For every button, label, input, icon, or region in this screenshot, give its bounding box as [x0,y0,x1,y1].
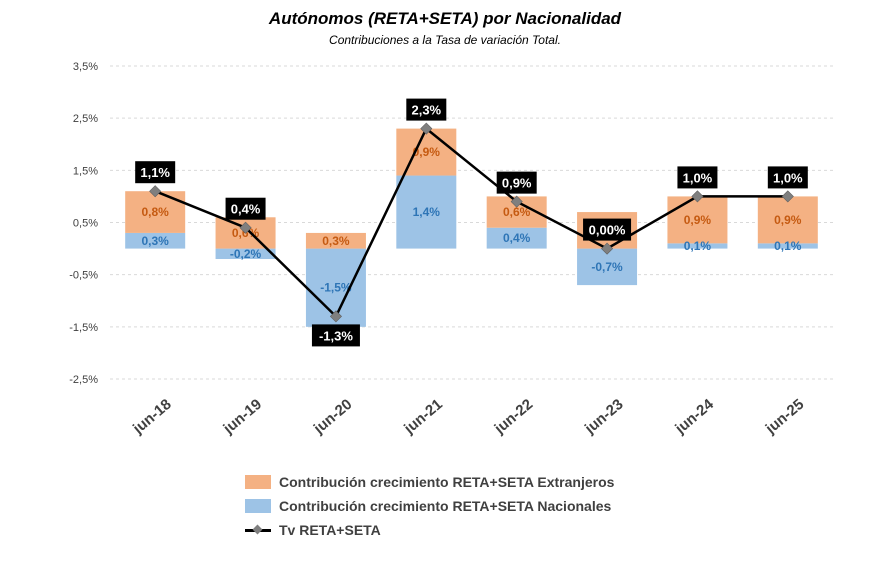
legend-swatch-extranjeros [245,475,271,489]
chart-subtitle: Contribuciones a la Tasa de variación To… [329,33,561,47]
label-total-box [135,161,176,184]
x-tick-label: jun-19 [220,396,266,438]
label-nacionales: 0,1% [774,239,802,253]
bar-nacionales [396,175,457,249]
y-tick-label: -0,5% [69,270,98,282]
label-total: 0,00% [589,223,626,238]
legend-item-nacionales: Contribución crecimiento RETA+SETA Nacio… [245,494,614,518]
line-total [154,126,788,319]
bar-extranjeros [757,196,818,244]
x-tick-label: jun-18 [129,396,175,438]
legend-label-total: Tv RETA+SETA [279,522,381,538]
legend-item-total: Tv RETA+SETA [245,518,614,542]
marker-total [510,195,523,208]
label-total-box [496,171,537,194]
label-total: 1,0% [773,170,803,185]
legend-swatch-nacionales [245,499,271,513]
marker-total [601,242,614,255]
x-tick-label: jun-24 [671,395,717,437]
y-tick-label: 0,5% [73,218,98,230]
label-total: 0,9% [502,176,532,191]
y-tick-label: -2,5% [69,374,98,386]
label-extranjeros: 0,9% [413,145,441,159]
label-extranjeros: 0,3% [322,234,350,248]
label-extranjeros: 0,9% [774,213,802,227]
legend-item-extranjeros: Contribución crecimiento RETA+SETA Extra… [245,470,614,494]
label-total-box [767,166,808,189]
bar-nacionales [577,248,638,286]
label-total-box [677,166,718,189]
chart-plot: 3,5% 2,5% 1,5% 0,5% -0,5% -1,5% -2,5% 0,3% 0,8% j… [69,61,833,438]
bar-nacionales [215,248,276,260]
legend-label-nacionales: Contribución crecimiento RETA+SETA Nacio… [279,498,612,514]
label-extranjeros: 0,6% [503,205,531,219]
legend-label-extranjeros: Contribución crecimiento RETA+SETA Extra… [279,474,615,490]
label-nacionales: 0,3% [142,234,170,248]
label-nacionales: -1,5% [320,281,352,295]
bar-nacionales [125,232,186,249]
label-nacionales: -0,7% [591,260,623,274]
label-total: 2,3% [411,103,441,118]
y-tick-label: 3,5% [73,61,98,73]
chart-title: Autónomos (RETA+SETA) por Nacionalidad [268,9,622,28]
x-tick-label: jun-21 [400,396,446,438]
y-tick-label: 1,5% [73,165,98,177]
x-tick-label: jun-22 [491,396,537,438]
label-total-box [406,98,447,121]
label-total: 0,4% [231,202,261,217]
x-tick-label: jun-23 [581,396,627,438]
legend-swatch-total [245,523,271,537]
marker-total [420,122,433,135]
bar-nacionales [486,227,547,249]
label-nacionales: 1,4% [413,205,441,219]
bar-nacionales [667,243,728,249]
marker-total [691,190,704,203]
marker-total [149,185,162,198]
bar-nacionales [757,243,818,249]
bar-extranjeros [667,196,728,244]
label-total: 1,0% [683,170,713,185]
label-extranjeros: 0,8% [142,205,170,219]
y-tick-label: 2,5% [73,113,98,125]
y-tick-label: -1,5% [69,322,98,334]
chart-legend: Contribución crecimiento RETA+SETA Extra… [245,470,614,542]
label-total: 1,1% [140,165,170,180]
label-nacionales: 0,4% [503,231,531,245]
label-total: -1,3% [319,328,353,343]
marker-total [239,221,252,234]
x-tick-label: jun-25 [762,396,808,438]
label-total-box [311,324,360,347]
label-total-box [225,197,266,220]
marker-total [781,190,794,203]
label-total-box [583,218,632,241]
label-nacionales: -0,2% [230,247,262,261]
bar-extranjeros [305,232,366,249]
label-extranjeros: 0,9% [684,213,712,227]
label-nacionales: 0,1% [684,239,712,253]
marker-total [329,310,342,323]
x-tick-label: jun-20 [310,396,356,438]
